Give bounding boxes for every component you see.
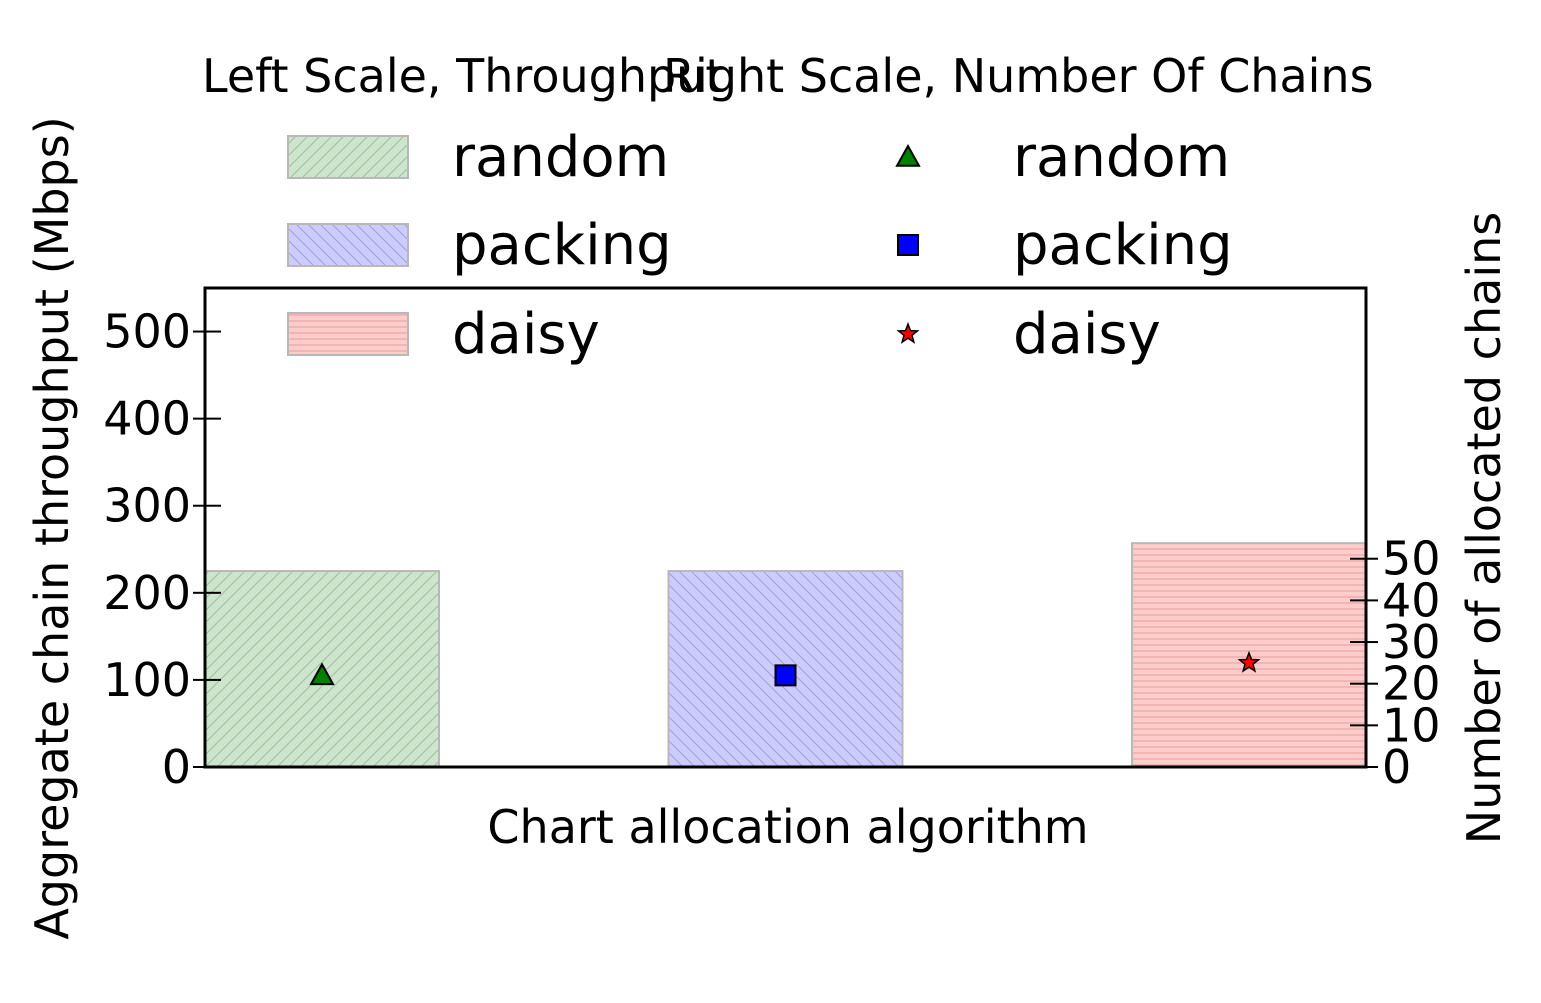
legend-right-label-daisy: daisy (1013, 302, 1161, 367)
right-tick-label: 30 (1382, 615, 1441, 669)
legend-right-marker-packing (897, 234, 919, 256)
left-tick-label: 400 (103, 392, 191, 446)
bars-group (204, 542, 1367, 769)
legend-right-title: Right Scale, Number Of Chains (663, 49, 1374, 103)
legend-left-label-daisy: daisy (452, 302, 600, 367)
legend-left-title: Left Scale, Throughput (202, 49, 723, 103)
legend-left-scale: Left Scale, Throughput random packing dais… (202, 49, 723, 367)
legend-right-label-packing: packing (1013, 213, 1233, 278)
markers-group (309, 650, 1261, 687)
left-tick-label: 0 (162, 740, 191, 794)
marker-daisy (1237, 650, 1261, 673)
y-axis-label-right: Number of allocated chains (1457, 212, 1511, 844)
right-tick-label: 40 (1382, 573, 1441, 627)
left-tick-label: 300 (103, 479, 191, 533)
plot-frame (203, 286, 1368, 769)
left-tick-label: 200 (103, 566, 191, 620)
left-axis-ticks: 0 100 200 300 400 500 (103, 305, 221, 794)
legend-right-marker-daisy (896, 321, 920, 344)
marker-packing (774, 664, 797, 687)
left-tick-label: 500 (103, 305, 191, 359)
y-axis-label-left: Aggregate chain throughput (Mbps) (25, 116, 79, 939)
legend-right-marker-random (895, 143, 921, 167)
marker-random (309, 662, 335, 686)
legend-right-label-random: random (1013, 125, 1230, 190)
legend-left-swatch-daisy (287, 312, 409, 356)
right-tick-label: 50 (1382, 532, 1441, 586)
legend-left-swatch-packing (287, 223, 409, 267)
right-tick-label: 20 (1382, 657, 1441, 711)
right-tick-label: 10 (1382, 698, 1441, 752)
right-tick-label: 0 (1382, 740, 1411, 794)
legend-left-label-random: random (452, 125, 669, 190)
x-axis-label: Chart allocation algorithm (487, 800, 1088, 854)
legend-left-swatch-random (287, 135, 409, 179)
left-tick-label: 100 (103, 653, 191, 707)
legend-left-label-packing: packing (452, 213, 672, 278)
legend-right-scale: Right Scale, Number Of Chains random pack… (663, 49, 1374, 367)
